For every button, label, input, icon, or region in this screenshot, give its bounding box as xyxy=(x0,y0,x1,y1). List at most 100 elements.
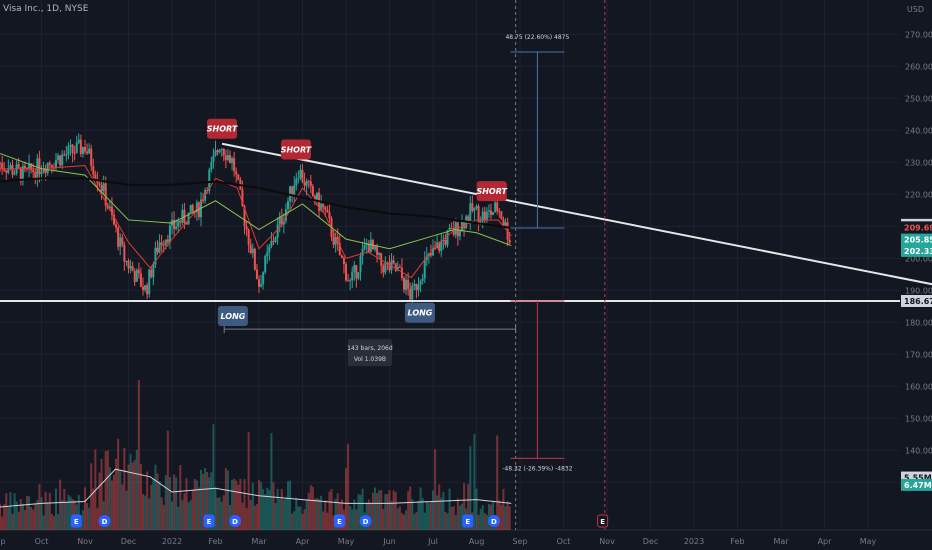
volume-bar xyxy=(84,487,86,530)
candle-body xyxy=(357,272,360,279)
volume-bar xyxy=(7,507,10,530)
volume-bar xyxy=(487,503,490,530)
candle-body xyxy=(262,272,265,285)
volume-bar xyxy=(264,494,267,530)
volume-bar xyxy=(3,503,6,530)
earnings-event-icon xyxy=(70,514,82,528)
candle-body xyxy=(299,169,302,178)
candle-body xyxy=(158,242,161,253)
x-tick-label: Feb xyxy=(730,537,744,546)
candle-body xyxy=(264,256,267,273)
volume-bar xyxy=(320,495,323,530)
x-tick-label: Jun xyxy=(382,537,396,546)
volume-bar xyxy=(500,504,503,530)
volume-bar xyxy=(162,504,165,530)
signal-label: SHORT xyxy=(281,146,312,155)
y-tick-label: 180.00 xyxy=(905,318,932,327)
volume-bar xyxy=(386,493,389,530)
candle-body xyxy=(30,163,33,171)
candle-body xyxy=(301,169,304,182)
volume-bar xyxy=(123,447,126,530)
volume-bar xyxy=(508,506,511,530)
volume-bar xyxy=(115,458,118,530)
candle-body xyxy=(475,206,478,209)
candle-body xyxy=(471,203,474,211)
x-tick-label: Dec xyxy=(643,537,658,546)
candle-body xyxy=(17,164,20,168)
volume-bar xyxy=(137,380,140,530)
candle-body xyxy=(164,239,167,246)
volume-bar xyxy=(5,493,8,530)
candle-body xyxy=(386,262,389,264)
volume-bar xyxy=(380,490,383,530)
candle-body xyxy=(9,165,12,169)
event-letter: D xyxy=(363,518,369,526)
candle-body xyxy=(218,150,221,153)
candle-body xyxy=(59,155,62,166)
x-tick-label: Oct xyxy=(557,537,571,546)
dividend-event-icon xyxy=(487,515,500,527)
volume-bar xyxy=(146,471,149,530)
candle-body xyxy=(307,181,310,183)
candle-body xyxy=(382,265,385,273)
candle-body xyxy=(282,221,285,225)
candle-body xyxy=(260,284,263,287)
candle-body xyxy=(311,186,314,196)
candle-body xyxy=(137,269,140,274)
candle-body xyxy=(65,154,68,156)
event-letter: D xyxy=(232,518,238,526)
volume-bar xyxy=(229,504,231,530)
candle-body xyxy=(168,225,171,243)
volume-bar xyxy=(135,449,138,530)
volume-bar xyxy=(293,511,296,530)
candle-body xyxy=(338,243,341,256)
volume-bar xyxy=(400,513,403,530)
candle-body xyxy=(222,148,225,156)
volume-average-line xyxy=(0,468,512,508)
candle-body xyxy=(216,150,219,153)
candle-body xyxy=(434,248,437,250)
symbol-title[interactable]: Visa Inc., 1D, NYSE xyxy=(3,4,89,14)
candle-body xyxy=(86,151,89,154)
candle-body xyxy=(255,269,258,280)
volume-bar xyxy=(278,498,281,530)
volume-bar xyxy=(0,503,2,530)
candle-body xyxy=(181,209,184,223)
signal-long-badge xyxy=(404,302,435,323)
volume-bar xyxy=(208,477,211,530)
candle-body xyxy=(291,186,294,196)
candle-body xyxy=(135,269,138,282)
candle-body xyxy=(276,224,279,238)
signal-label: LONG xyxy=(220,312,245,321)
volume-bar xyxy=(477,514,480,530)
candle-body xyxy=(233,158,236,172)
candle-body xyxy=(212,155,215,163)
volume-bar xyxy=(299,506,302,530)
volume-bar xyxy=(249,499,252,530)
candle-body xyxy=(162,244,165,246)
candle-body xyxy=(309,181,312,187)
candle-body xyxy=(100,185,103,192)
volume-bar xyxy=(382,509,385,530)
volume-bar xyxy=(160,497,163,530)
volume-bar xyxy=(446,513,449,530)
x-tick-label: Apr xyxy=(296,537,311,546)
volume-bar xyxy=(355,509,358,530)
candle-body xyxy=(340,255,343,258)
candle-body xyxy=(251,248,254,254)
dividend-event-icon xyxy=(359,515,372,527)
volume-bar xyxy=(407,491,410,530)
candle-body xyxy=(94,174,97,179)
y-tick-label: 250.00 xyxy=(905,94,932,103)
candle-body xyxy=(365,244,368,246)
volume-bar xyxy=(100,458,103,530)
volume-bar xyxy=(11,513,14,530)
candle-body xyxy=(336,236,339,244)
volume-bar xyxy=(94,449,97,530)
volume-bar xyxy=(32,509,35,530)
volume-bar xyxy=(270,433,273,530)
candle-body xyxy=(131,266,134,272)
volume-bar xyxy=(81,510,84,530)
volume-bar xyxy=(42,515,45,530)
